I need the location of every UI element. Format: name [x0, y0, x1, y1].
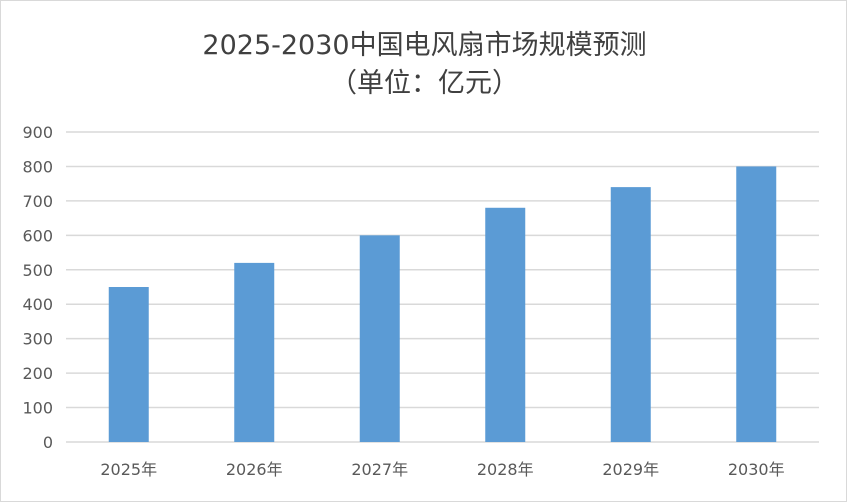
chart-title: 2025-2030中国电风扇市场规模预测 [202, 30, 647, 61]
y-tick-label: 700 [22, 192, 53, 211]
x-tick-label: 2028年 [477, 460, 534, 479]
y-tick-label: 200 [22, 364, 53, 383]
y-tick-label: 900 [22, 123, 53, 142]
x-tick-label: 2030年 [728, 460, 785, 479]
bar [359, 235, 400, 442]
bar [736, 166, 777, 442]
y-tick-label: 300 [22, 330, 53, 349]
y-tick-label: 400 [22, 295, 53, 314]
x-tick-label: 2026年 [226, 460, 283, 479]
x-tick-label: 2029年 [602, 460, 659, 479]
y-tick-label: 0 [43, 433, 53, 452]
y-tick-label: 800 [22, 157, 53, 176]
chart-subtitle: （单位：亿元） [330, 68, 519, 99]
y-tick-label: 500 [22, 261, 53, 280]
y-tick-label: 600 [22, 226, 53, 245]
bar [485, 207, 526, 442]
x-tick-label: 2025年 [100, 460, 157, 479]
x-tick-label: 2027年 [351, 460, 408, 479]
bar [610, 187, 651, 442]
y-tick-label: 100 [22, 399, 53, 418]
bar [108, 287, 149, 442]
bar [234, 262, 275, 442]
